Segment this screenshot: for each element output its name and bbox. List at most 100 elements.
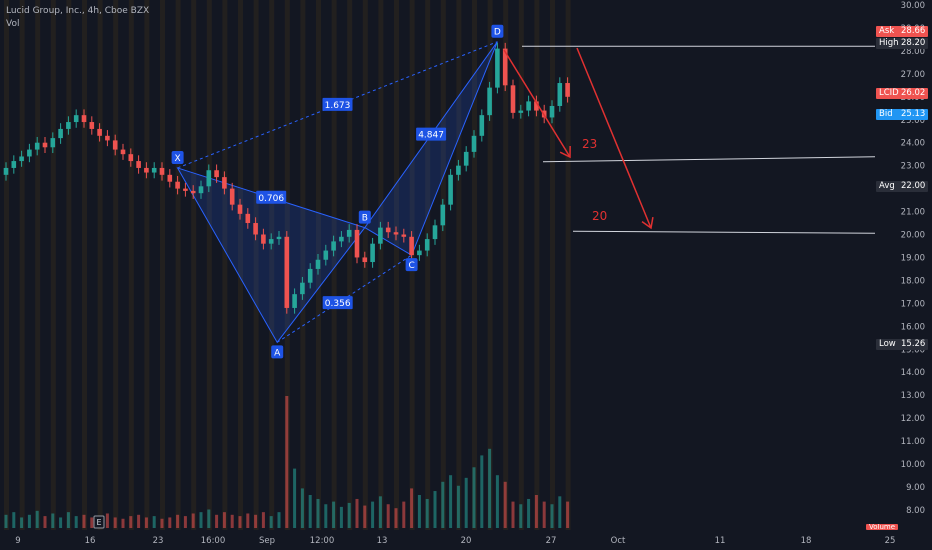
session-band (191, 0, 197, 530)
session-band (565, 0, 571, 530)
candle-body (97, 128, 102, 136)
target-line-23[interactable] (542, 156, 876, 163)
candle-body (42, 142, 48, 148)
candle (73, 109, 79, 128)
candle (549, 100, 555, 124)
volume-bar (378, 496, 382, 528)
time-tick-label: Sep (259, 536, 275, 546)
session-band (113, 0, 119, 530)
volume-indicator-label[interactable]: Vol (6, 19, 20, 29)
candle (214, 164, 219, 183)
candle-body (362, 257, 368, 263)
volume-bar (129, 516, 133, 528)
volume-bar (332, 501, 336, 528)
target-arrows[interactable]: 23 20 (503, 47, 654, 230)
session-band (253, 0, 259, 530)
price-tick-label: 16.00 (901, 322, 925, 332)
candle-body (198, 186, 204, 194)
ratio-label[interactable]: 1.673 (322, 97, 353, 111)
volume-badge: Volume (866, 524, 899, 530)
badge-key: LCID (879, 88, 899, 98)
candle (456, 159, 461, 181)
time-axis-bg (0, 530, 932, 550)
candle (495, 42, 500, 94)
candle-body (128, 154, 134, 162)
session-band (35, 0, 41, 530)
candle-body (502, 48, 508, 86)
session-band (97, 0, 103, 530)
candle (440, 198, 446, 232)
session-band (144, 0, 150, 530)
session-band (503, 0, 509, 530)
volume-bar (215, 514, 219, 528)
price-tick-label: 23.00 (901, 162, 925, 172)
candle-body (448, 174, 453, 205)
pattern-point-a: A (271, 345, 284, 359)
volume-bar (425, 498, 429, 528)
candle-body (440, 204, 446, 226)
candle-body (284, 236, 290, 308)
price-tick-label: 18.00 (901, 276, 925, 286)
session-band (82, 0, 87, 530)
volume-bar (433, 491, 437, 528)
session-band (456, 0, 462, 530)
candle-body (393, 232, 399, 235)
session-band (160, 0, 165, 530)
candle (518, 104, 524, 119)
candle (222, 171, 227, 195)
time-axis[interactable]: 9 16 23 16:00 Sep 12:00 13 20 27 Oct 11 18 25 E (0, 515, 932, 550)
candle-body (378, 227, 383, 244)
volume-bar (74, 516, 78, 528)
pattern-point-x: X (171, 150, 184, 164)
badge-value: 15.26 (901, 339, 926, 349)
candle (198, 180, 204, 199)
session-band (347, 0, 353, 530)
target-arrow-20[interactable] (576, 47, 654, 230)
badge-value: 25.13 (901, 109, 926, 119)
point-box (171, 150, 184, 164)
time-tick-label: 13 (377, 536, 388, 546)
candle-body (81, 115, 87, 123)
session-band (518, 0, 524, 530)
ratio-label[interactable]: 0.706 (256, 190, 287, 204)
ratio-label-box (322, 97, 353, 111)
candle (362, 251, 368, 268)
candle-body (34, 142, 40, 150)
candle-body (214, 170, 219, 178)
volume-bar (534, 495, 538, 528)
candle-body (120, 149, 126, 155)
harmonic-pattern[interactable]: 1.673 0.706 0.356 4.847 (176, 41, 498, 344)
volume-bar (285, 396, 289, 528)
volume-bar (238, 516, 242, 528)
volume-bar (441, 481, 445, 528)
volume-bar (558, 496, 562, 528)
horizontal-lines[interactable] (522, 45, 876, 234)
session-band (50, 0, 56, 530)
price-tick-label: 28.00 (901, 47, 925, 57)
ratio-label-text: 4.847 (418, 131, 444, 141)
session-band (206, 0, 212, 530)
candlesticks (3, 42, 570, 314)
session-band (4, 0, 9, 530)
candle (339, 231, 344, 248)
symbol-title[interactable]: Lucid Group, Inc., 4h, Cboe BZX (6, 6, 150, 16)
volume-bar (386, 504, 390, 528)
volume-bar (113, 517, 117, 528)
target-arrow-23[interactable] (503, 49, 571, 159)
point-letter: B (362, 214, 368, 224)
price-axis[interactable]: 30.0029.0028.0027.0026.0025.0024.0023.00… (875, 0, 932, 530)
candle (354, 224, 360, 264)
candle-body (112, 140, 118, 150)
target-label: 20 (592, 209, 607, 223)
price-tick-label: 20.00 (901, 231, 925, 241)
ratio-label[interactable]: 4.847 (416, 127, 447, 141)
volume-bars (4, 396, 570, 528)
volume-bar (417, 495, 421, 528)
volume-bar (449, 475, 453, 528)
earnings-marker[interactable]: E (93, 515, 105, 529)
candle (183, 182, 188, 197)
ratio-label[interactable]: 0.356 (322, 296, 353, 310)
volume-bar (152, 516, 156, 528)
target-line-20[interactable] (572, 230, 876, 234)
